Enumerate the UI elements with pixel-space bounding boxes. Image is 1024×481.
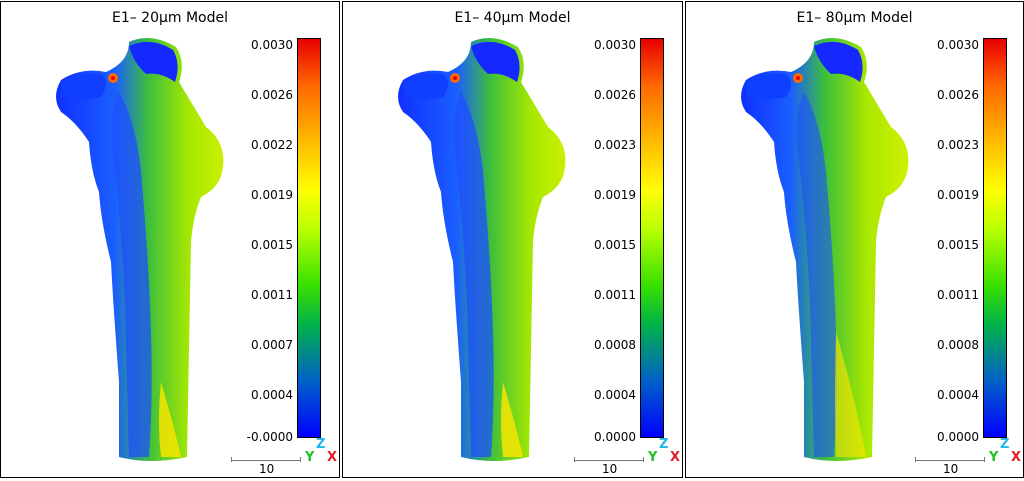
- scale-bar-end: [915, 457, 916, 462]
- tick-label: 0.0026: [937, 88, 979, 102]
- panel-40um: E1– 40µm Model 0.0030 0.0026 0.0023 0.00…: [342, 1, 683, 478]
- tick-label: 0.0026: [251, 88, 293, 102]
- scale-bar: [231, 460, 301, 461]
- tick-label: -0.0000: [246, 430, 293, 444]
- tick-label: 0.0000: [594, 430, 636, 444]
- color-bar-distribution-line: [1007, 42, 1008, 422]
- tick-label: 0.0030: [937, 38, 979, 52]
- tick-label: 0.0019: [594, 188, 636, 202]
- tick-label: 0.0023: [937, 138, 979, 152]
- tick-label: 0.0011: [594, 288, 636, 302]
- tick-label: 0.0000: [937, 430, 979, 444]
- panel-20um: E1– 20µm Model 0.0030 0.0026 0.0022 0.00…: [0, 1, 340, 478]
- tick-label: 0.0015: [937, 238, 979, 252]
- panel-title: E1– 40µm Model: [454, 10, 571, 26]
- tick-label: 0.0019: [251, 188, 293, 202]
- tick-label: 0.0004: [251, 388, 293, 402]
- tick-label: 0.0015: [594, 238, 636, 252]
- color-bar-distribution-line: [664, 42, 665, 422]
- color-bar: [640, 38, 664, 438]
- panel-title: E1– 20µm Model: [111, 10, 229, 26]
- tick-label: 0.0011: [251, 288, 293, 302]
- tick-label: 0.0004: [594, 388, 636, 402]
- scale-bar-end: [643, 457, 644, 462]
- axis-y-label: Y: [989, 450, 999, 465]
- scale-bar-end: [574, 457, 575, 462]
- scale-bar: [574, 460, 644, 461]
- axis-y-label: Y: [648, 450, 658, 465]
- scale-bar-end: [231, 457, 232, 462]
- tick-label: 0.0030: [251, 38, 293, 52]
- bone-model-image: [398, 38, 566, 461]
- axis-z-label: Z: [1000, 437, 1010, 452]
- scale-label: 10: [602, 462, 618, 476]
- axis-x-label: X: [327, 450, 338, 465]
- panel-80um: E1– 80µm Model 0.0030 0.0026 0.0023 0.00…: [685, 1, 1024, 478]
- tick-label: 0.0007: [251, 338, 293, 352]
- color-bar-distribution-line: [321, 42, 322, 422]
- axis-z-label: Z: [316, 437, 326, 452]
- tick-label: 0.0022: [251, 138, 293, 152]
- tick-label: 0.0015: [251, 238, 293, 252]
- axis-z-label: Z: [659, 437, 669, 452]
- color-bar: [297, 38, 321, 438]
- tick-label: 0.0008: [937, 338, 979, 352]
- tick-label: 0.0030: [594, 38, 636, 52]
- axis-x-label: X: [670, 450, 681, 465]
- tick-label: 0.0019: [937, 188, 979, 202]
- tick-label: 0.0008: [594, 338, 636, 352]
- bone-model-image: [741, 38, 909, 461]
- tick-label: 0.0026: [594, 88, 636, 102]
- tick-label: 0.0023: [594, 138, 636, 152]
- axis-y-label: Y: [305, 450, 315, 465]
- scale-label: 10: [943, 462, 959, 476]
- scale-label: 10: [259, 462, 275, 476]
- axis-x-label: X: [1011, 450, 1022, 465]
- tick-label: 0.0004: [937, 388, 979, 402]
- scale-bar-end: [300, 457, 301, 462]
- panel-title: E1– 80µm Model: [796, 10, 913, 26]
- scale-bar: [915, 460, 985, 461]
- color-bar: [983, 38, 1007, 438]
- scale-bar-end: [984, 457, 985, 462]
- bone-model-image: [56, 38, 224, 461]
- tick-label: 0.0011: [937, 288, 979, 302]
